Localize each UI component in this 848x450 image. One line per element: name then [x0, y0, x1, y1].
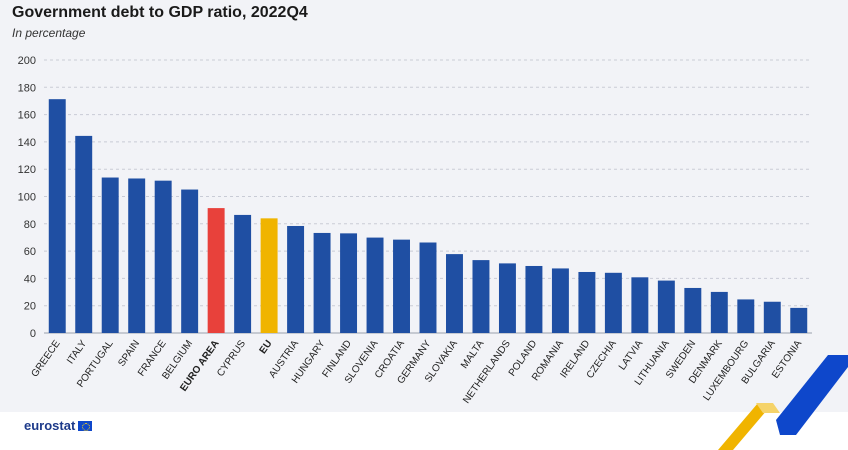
bar-czechia — [604, 272, 622, 333]
y-tick-label: 80 — [24, 219, 36, 231]
bar-bulgaria — [763, 301, 781, 333]
y-tick-label: 0 — [30, 328, 36, 340]
x-tick-label: GREECE — [29, 338, 62, 379]
bar-chart: 0 20 40 60 80 100 120 140 160 180 200 GREECE ITALYP… — [18, 55, 812, 406]
bar-estonia — [790, 307, 808, 333]
bar-euro-area — [207, 208, 225, 333]
y-tick-label: 160 — [18, 110, 36, 122]
bar-poland — [525, 265, 543, 333]
footer — [0, 412, 848, 450]
bar-denmark — [710, 291, 728, 333]
logo-text: eurostat — [24, 418, 76, 433]
bar-romania — [551, 268, 569, 333]
bar-finland — [340, 233, 358, 333]
bar-belgium — [181, 189, 199, 333]
bar-luxembourg — [737, 299, 755, 333]
x-tick-label: NETHERLANDS — [461, 338, 513, 406]
eurostat-logo: eurostat — [24, 418, 93, 433]
bar-italy — [75, 135, 93, 333]
bar-germany — [419, 242, 437, 333]
bar-hungary — [313, 232, 331, 333]
bar-latvia — [631, 277, 649, 333]
x-tick-label: EU — [258, 338, 275, 356]
bar-netherlands — [498, 263, 516, 333]
bar-austria — [287, 225, 305, 333]
bar-malta — [472, 260, 490, 333]
bars — [48, 99, 808, 333]
y-tick-label: 180 — [18, 82, 36, 94]
bar-greece — [48, 99, 66, 333]
bar-portugal — [101, 177, 119, 333]
bar-sweden — [684, 287, 702, 333]
y-tick-label: 120 — [18, 164, 36, 176]
bar-france — [154, 180, 172, 333]
x-tick-label: SPAIN — [116, 338, 142, 368]
y-tick-label: 200 — [18, 55, 36, 67]
y-tick-label: 100 — [18, 192, 36, 204]
x-tick-label: LATVIA — [617, 338, 646, 372]
chart-title: Government debt to GDP ratio, 2022Q4 — [12, 4, 308, 21]
bar-croatia — [393, 239, 410, 333]
bar-cyprus — [234, 214, 252, 333]
x-tick-label: MALTA — [459, 338, 486, 371]
y-tick-label: 40 — [24, 273, 36, 285]
bar-eu — [260, 218, 278, 333]
y-axis: 0 20 40 60 80 100 120 140 160 180 200 — [18, 55, 36, 340]
bar-ireland — [578, 271, 596, 333]
bar-spain — [128, 178, 146, 333]
bar-slovenia — [366, 237, 384, 333]
bar-lithuania — [657, 280, 675, 333]
x-tick-label: ITALY — [65, 338, 89, 366]
y-tick-label: 60 — [24, 246, 36, 258]
eu-flag-icon — [78, 420, 93, 431]
y-tick-label: 140 — [18, 137, 36, 149]
decorative-chevrons-icon — [718, 355, 848, 450]
chart-subtitle: In percentage — [12, 26, 86, 40]
y-tick-label: 20 — [24, 301, 36, 313]
bar-slovakia — [446, 254, 463, 333]
